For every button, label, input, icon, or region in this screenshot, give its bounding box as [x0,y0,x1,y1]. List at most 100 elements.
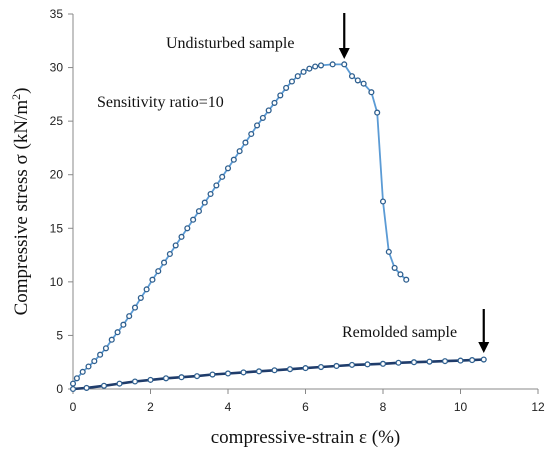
data-point [69,380,77,387]
data-point [213,182,220,189]
x-tick-label: 10 [454,400,468,414]
data-point [149,276,156,283]
data-point [283,84,290,91]
data-point [201,199,208,206]
data-point [224,370,232,377]
data-point [259,114,266,121]
data-point [441,358,449,365]
data-point [120,321,127,328]
series-line-remolded [72,358,484,391]
data-point [271,367,278,374]
data-point [294,73,301,80]
x-tick-label: 0 [70,400,77,414]
data-point [178,374,185,381]
data-point [114,329,121,336]
data-point [374,109,381,116]
data-point [85,363,92,370]
data-point [219,173,226,180]
data-point [73,375,80,382]
x-tick-label: 4 [225,400,232,414]
y-tick-label: 30 [50,61,64,75]
data-point [207,190,214,198]
data-point [108,336,115,343]
data-point [317,62,325,69]
data-point [97,351,104,358]
data-point [254,122,261,129]
data-point [277,92,284,99]
data-point [302,365,309,372]
x-ticks: 0 2 4 6 8 10 12 [70,389,545,414]
data-point [395,359,402,366]
data-point [190,216,197,223]
data-point [312,63,319,70]
data-point [426,358,433,365]
y-axis-title-close: ) [11,88,32,94]
x-tick-label: 2 [147,400,154,414]
y-tick-label: 10 [50,275,64,289]
data-point [286,366,294,373]
data-point [410,359,418,366]
data-point [397,271,404,278]
data-point [83,384,90,391]
annotation-remolded: Remolded sample [342,324,457,341]
data-point [288,78,295,85]
data-point [184,225,191,232]
data-point [368,89,375,96]
data-point [457,357,464,364]
data-point [224,165,232,172]
data-point [230,156,237,163]
annotation-undisturbed: Undisturbed sample [166,35,294,52]
data-point [306,65,313,72]
data-point [155,268,162,275]
y-tick-label: 25 [50,114,64,128]
series-undisturbed [69,61,410,387]
data-point [348,73,356,80]
undisturbed-arrow [338,13,350,59]
data-point [360,80,367,87]
x-axis-title: compressive-strain ε (%) [211,427,400,448]
y-tick-label: 15 [50,221,64,235]
data-point [193,373,201,380]
data-point [271,99,278,106]
data-point [469,357,476,364]
data-point [265,107,272,114]
data-point [195,208,202,215]
annotation-layer: Undisturbed sample Sensitivity ratio=10 Re… [97,13,490,353]
data-point [333,362,340,370]
data-point [147,376,154,383]
data-point [240,369,247,376]
data-point [341,61,348,68]
data-point [126,313,133,320]
data-point [391,264,398,271]
data-point [354,77,361,84]
y-tick-label: 35 [50,7,64,21]
y-axis-title-main: Compressive stress σ (kN/m [11,100,32,316]
x-tick-label: 12 [531,400,545,414]
data-point [317,363,325,371]
data-point [69,385,77,393]
y-tick-label: 5 [56,328,63,342]
annotation-sensitivity: Sensitivity ratio=10 [97,94,224,111]
data-point [102,345,109,352]
data-point [255,368,263,375]
y-ticks: 0 5 10 15 20 25 30 35 [50,7,73,396]
data-point [348,361,356,368]
data-point [162,375,170,382]
data-point [248,130,255,138]
remolded-arrow [478,309,490,353]
data-point [131,378,139,385]
data-point [379,360,387,367]
data-point [79,368,86,375]
series-remolded [69,356,487,393]
data-point [385,248,392,255]
y-tick-label: 20 [50,168,64,182]
data-point [329,61,336,68]
data-point [116,380,123,387]
data-point [91,358,98,365]
data-point [209,371,216,378]
data-point [242,139,249,146]
data-point [161,259,168,266]
data-point [236,148,243,155]
data-point [480,356,487,363]
